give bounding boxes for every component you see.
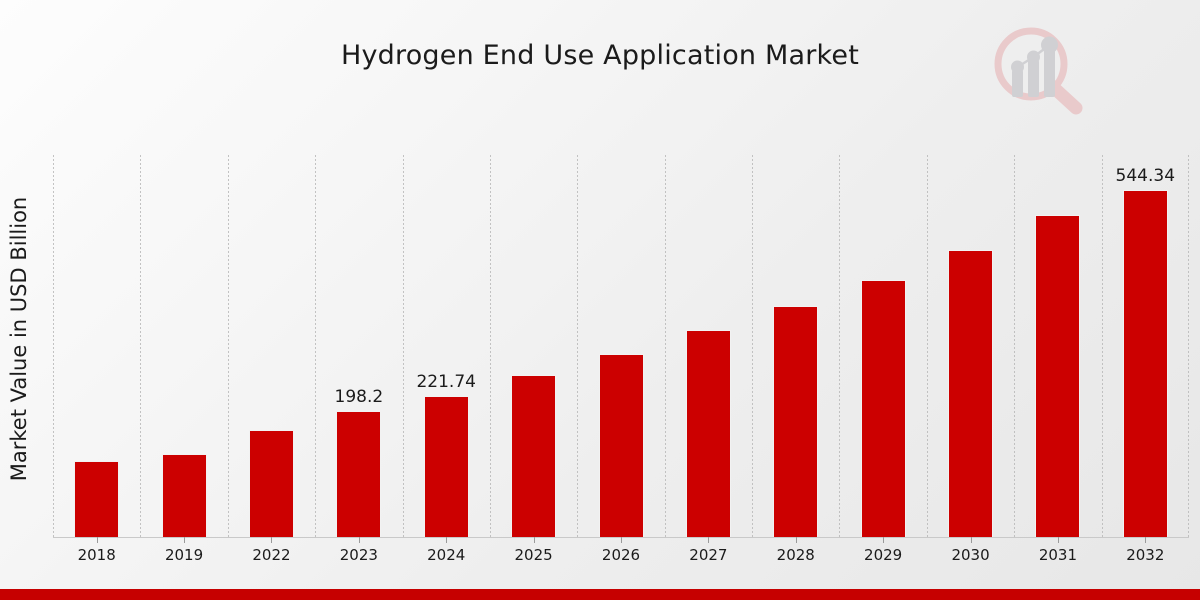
x-axis-tick: [970, 537, 972, 543]
x-axis-tick: [795, 537, 797, 543]
x-axis-tick: [708, 537, 710, 543]
gridline: [227, 155, 229, 537]
x-axis-tick: [271, 537, 273, 543]
plot-area: [53, 155, 1189, 537]
bar-group: [161, 155, 207, 537]
bar[interactable]: [161, 454, 207, 537]
x-axis-label: 2018: [77, 546, 116, 564]
gridline: [839, 155, 841, 537]
gridline: [1188, 155, 1189, 537]
page-title: Hydrogen End Use Application Market: [340, 40, 860, 71]
bar-value-label: 544.34: [1115, 166, 1176, 186]
bar[interactable]: [860, 280, 906, 537]
x-axis-tick: [96, 537, 98, 543]
gridline: [1101, 155, 1103, 537]
x-axis-label: 2024: [427, 546, 466, 564]
bar-group: 221.74: [416, 155, 476, 537]
gridline: [752, 155, 754, 537]
gridline: [664, 155, 666, 537]
bar[interactable]: [773, 306, 819, 537]
x-axis-label: 2023: [339, 546, 378, 564]
bar-group: [860, 155, 906, 537]
gridline: [577, 155, 579, 537]
x-axis-tick: [621, 537, 622, 543]
x-axis-label: 2029: [864, 546, 903, 564]
bar-group: [685, 155, 731, 537]
bar-value-label: 198.2: [334, 387, 384, 407]
gridline: [402, 155, 404, 537]
bar[interactable]: [685, 330, 731, 537]
bar[interactable]: [248, 430, 294, 537]
bar-group: 544.34: [1116, 155, 1175, 537]
bar[interactable]: [511, 375, 557, 537]
bar-group: [1035, 155, 1081, 537]
y-axis-label: Market Value in USD Billion: [7, 196, 31, 482]
bar-group: [74, 155, 120, 537]
bar[interactable]: [423, 396, 469, 537]
x-axis-tick: [446, 537, 448, 543]
x-axis-label: 2031: [1038, 546, 1078, 564]
x-axis-label: 2019: [164, 546, 204, 564]
bar-group: [248, 155, 294, 537]
bar[interactable]: [1035, 215, 1081, 537]
x-axis-label: 2027: [689, 546, 728, 564]
x-axis-tick: [184, 537, 186, 543]
x-axis-label: 2030: [951, 546, 990, 564]
x-axis-label: 2028: [776, 546, 815, 564]
gridline: [1014, 155, 1016, 537]
x-axis-tick: [533, 537, 535, 543]
x-axis-label: 2025: [514, 546, 553, 564]
bar-group: [598, 155, 644, 537]
bar-group: [948, 155, 994, 537]
bar-value-label: 221.74: [416, 372, 476, 392]
gridline: [140, 155, 142, 537]
x-axis-tick: [883, 537, 885, 543]
x-axis-tick: [358, 537, 360, 543]
gridline: [489, 155, 491, 537]
bar-group: [773, 155, 819, 537]
gridline: [926, 155, 928, 537]
bar[interactable]: [1122, 190, 1168, 537]
bar[interactable]: [948, 250, 994, 537]
x-axis-label: 2026: [601, 546, 641, 564]
x-axis-label: 2032: [1126, 546, 1165, 564]
x-axis-label: 2022: [252, 546, 291, 564]
bar-group: [511, 155, 557, 537]
gridline: [53, 155, 54, 537]
bar-group: 198.2: [334, 155, 384, 537]
bar[interactable]: [74, 461, 120, 537]
bar[interactable]: [598, 354, 644, 537]
x-axis-tick: [1057, 537, 1059, 543]
footer-accent-strip: [0, 589, 1200, 600]
market-research-magnifier-logo: [984, 22, 1088, 116]
gridline: [315, 155, 317, 537]
x-axis-tick: [1145, 537, 1147, 543]
bar[interactable]: [336, 411, 382, 537]
